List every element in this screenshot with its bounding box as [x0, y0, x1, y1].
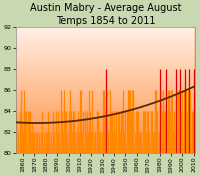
Title: Austin Mabry - Average August
Temps 1854 to 2011: Austin Mabry - Average August Temps 1854…	[30, 4, 181, 26]
